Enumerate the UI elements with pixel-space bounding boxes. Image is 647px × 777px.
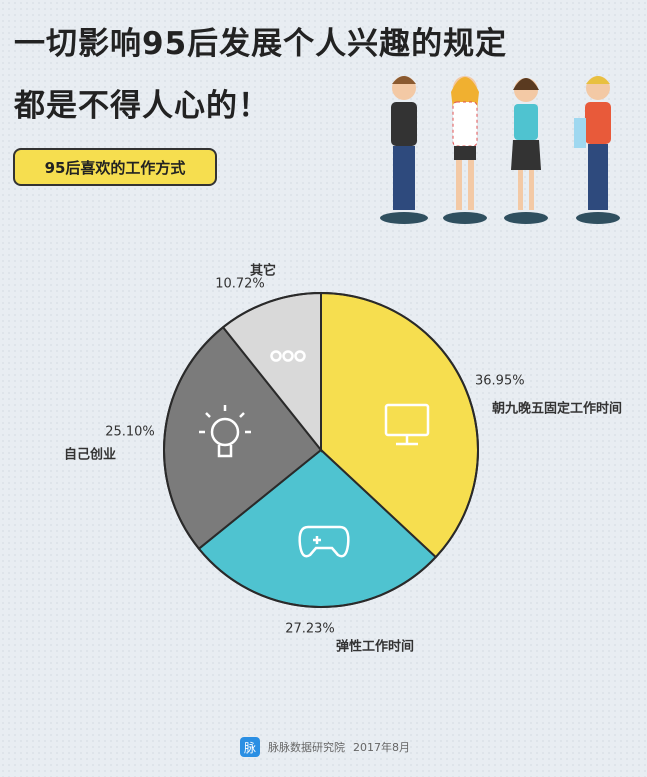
title-line: 都是不得人心的！ (14, 88, 270, 124)
people-illustration (380, 76, 620, 224)
category-label: 弹性工作时间 (336, 639, 414, 655)
title-line: 一切影响95后发展个人兴趣的规定 (14, 26, 508, 62)
pie-outline (163, 292, 479, 608)
value-label: 36.95% (475, 374, 525, 389)
badge: 95后喜欢的工作方式 (13, 148, 217, 186)
category-label: 自己创业 (64, 447, 116, 463)
date: 2017年8月 (353, 741, 410, 754)
source: 脉脉数据研究院 (268, 741, 345, 754)
value-label: 25.10% (105, 425, 155, 440)
value-label: 27.23% (285, 622, 335, 637)
logo: 脉 (240, 737, 260, 757)
footer: 脉 脉脉数据研究院 2017年8月 (240, 736, 410, 758)
segment-icons (199, 350, 430, 558)
pie (163, 291, 479, 608)
value-label: 10.72% (215, 277, 265, 292)
category-label: 朝九晚五固定工作时间 (492, 401, 622, 417)
category-label: 其它 (250, 263, 276, 279)
